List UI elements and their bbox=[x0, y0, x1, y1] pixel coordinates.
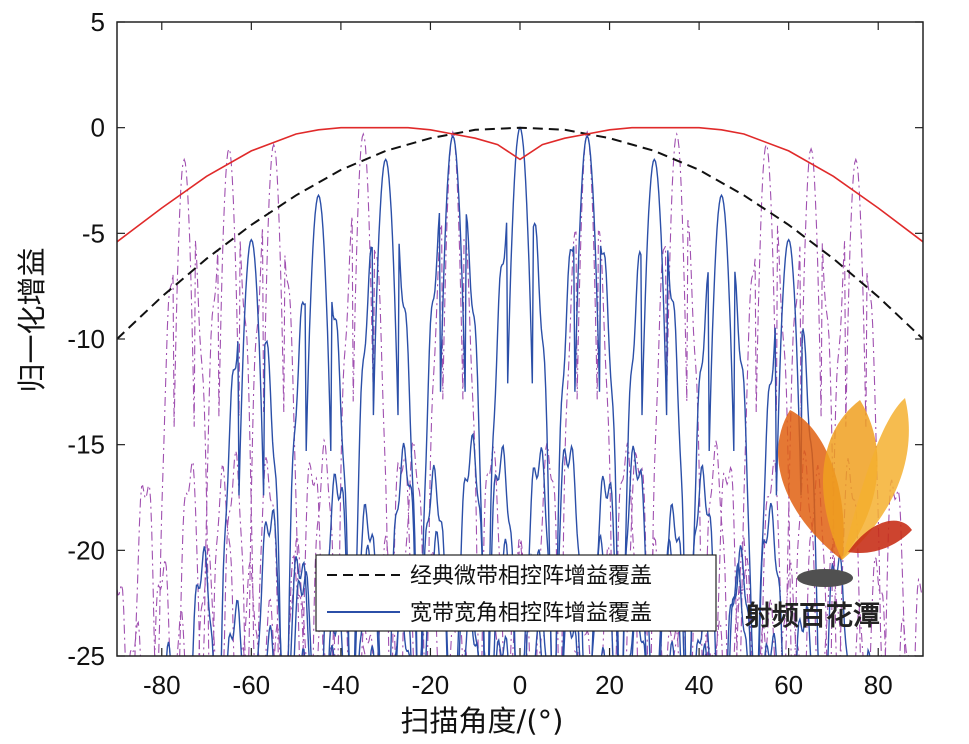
legend-label-wideband: 宽带宽角相控阵增益覆盖 bbox=[410, 601, 652, 626]
x-tick-label: -60 bbox=[233, 670, 271, 700]
dashdot-beam-9 bbox=[759, 157, 923, 656]
x-tick-label: -20 bbox=[412, 670, 450, 700]
legend-box bbox=[315, 554, 717, 632]
legend: 经典微带相控阵增益覆盖 宽带宽角相控阵增益覆盖 bbox=[315, 554, 717, 632]
tick-labels: -80 -60 -40 -20 0 20 40 60 80 5 0 -5 -10 -15 -20 -25 bbox=[67, 7, 892, 700]
y-tick-label: 0 bbox=[91, 113, 105, 143]
logo-petal-right bbox=[842, 398, 909, 560]
watermark-logo: 射频百花潭 bbox=[744, 398, 912, 632]
legend-label-classic: 经典微带相控阵增益覆盖 bbox=[410, 564, 652, 589]
x-tick-label: -80 bbox=[143, 670, 181, 700]
x-tick-label: -40 bbox=[322, 670, 360, 700]
y-tick-label: 5 bbox=[91, 7, 105, 37]
y-tick-label: -5 bbox=[82, 218, 105, 248]
y-tick-label: -25 bbox=[67, 641, 105, 671]
dashdot-beam-8 bbox=[711, 147, 910, 656]
watermark-text: 射频百花潭 bbox=[744, 601, 880, 632]
axis-ticks bbox=[117, 21, 923, 657]
x-axis-label: 扫描角度/(°) bbox=[401, 704, 564, 738]
dashdot-beam-2 bbox=[176, 142, 374, 656]
y-tick-label: -15 bbox=[67, 430, 105, 460]
y-tick-label: -10 bbox=[67, 324, 105, 354]
x-tick-label: 60 bbox=[774, 670, 803, 700]
x-tick-label: 20 bbox=[595, 670, 624, 700]
logo-petal-left bbox=[778, 410, 844, 560]
wideband-beam-0 bbox=[165, 238, 335, 656]
x-tick-label: 40 bbox=[685, 670, 714, 700]
wideband-envelope-line bbox=[117, 126, 923, 243]
x-tick-label: 0 bbox=[513, 670, 527, 700]
classic-envelope-line bbox=[117, 126, 923, 340]
y-tick-label: -20 bbox=[67, 535, 105, 565]
wideband-beam-8 bbox=[702, 238, 871, 656]
x-tick-label: 80 bbox=[864, 670, 893, 700]
logo-stone bbox=[797, 569, 853, 587]
logo-leaf bbox=[848, 520, 912, 554]
y-axis-label: 归一化增益 bbox=[15, 247, 49, 392]
